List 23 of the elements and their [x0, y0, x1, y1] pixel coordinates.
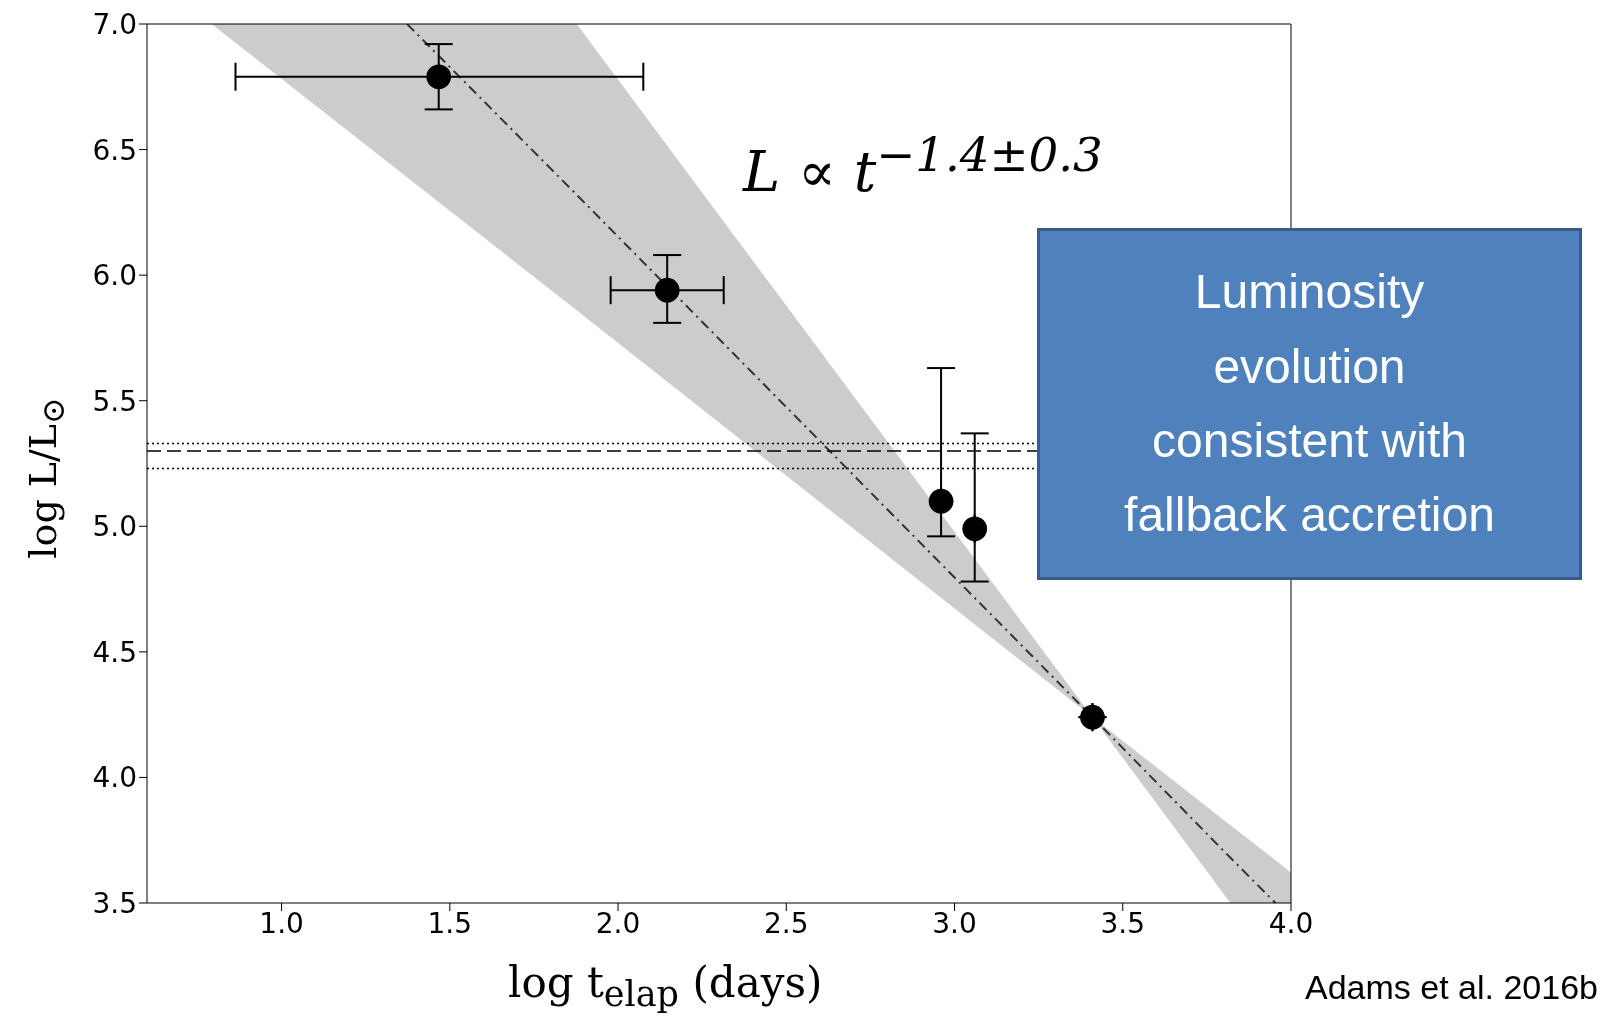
y-tick-label: 5.0 — [92, 510, 137, 544]
y-tick-label: 5.5 — [92, 384, 137, 418]
point — [928, 488, 954, 514]
x-tick-label: 4.0 — [1268, 906, 1314, 940]
point — [654, 277, 680, 303]
y-tick-label: 6.0 — [92, 259, 137, 293]
x-tick-label: 1.0 — [259, 906, 304, 940]
x-tick-label: 2.0 — [595, 906, 641, 940]
text: Adams et al. 2016b — [1305, 968, 1598, 1007]
y-tick-label: 4.0 — [92, 761, 137, 795]
x-tick-label: 2.5 — [764, 906, 809, 940]
x-tick-label: 3.0 — [932, 906, 977, 940]
point — [426, 64, 452, 90]
y-tick-label: 6.5 — [92, 133, 137, 167]
x-tick-label: 3.5 — [1100, 906, 1146, 940]
x-tick-label: 1.5 — [427, 906, 473, 940]
y-tick-label: 7.0 — [92, 7, 137, 41]
point — [962, 516, 988, 542]
text-box: Luminosity evolution consistent with fallback accretion — [1037, 228, 1582, 580]
y-tick-label: 4.5 — [92, 635, 137, 669]
annotation: L ∝ t$^{−1.4±0.3}$ — [743, 128, 1103, 204]
x-axis-title: log t$_{elap}$ (days) — [508, 958, 823, 1015]
point — [1080, 704, 1105, 730]
